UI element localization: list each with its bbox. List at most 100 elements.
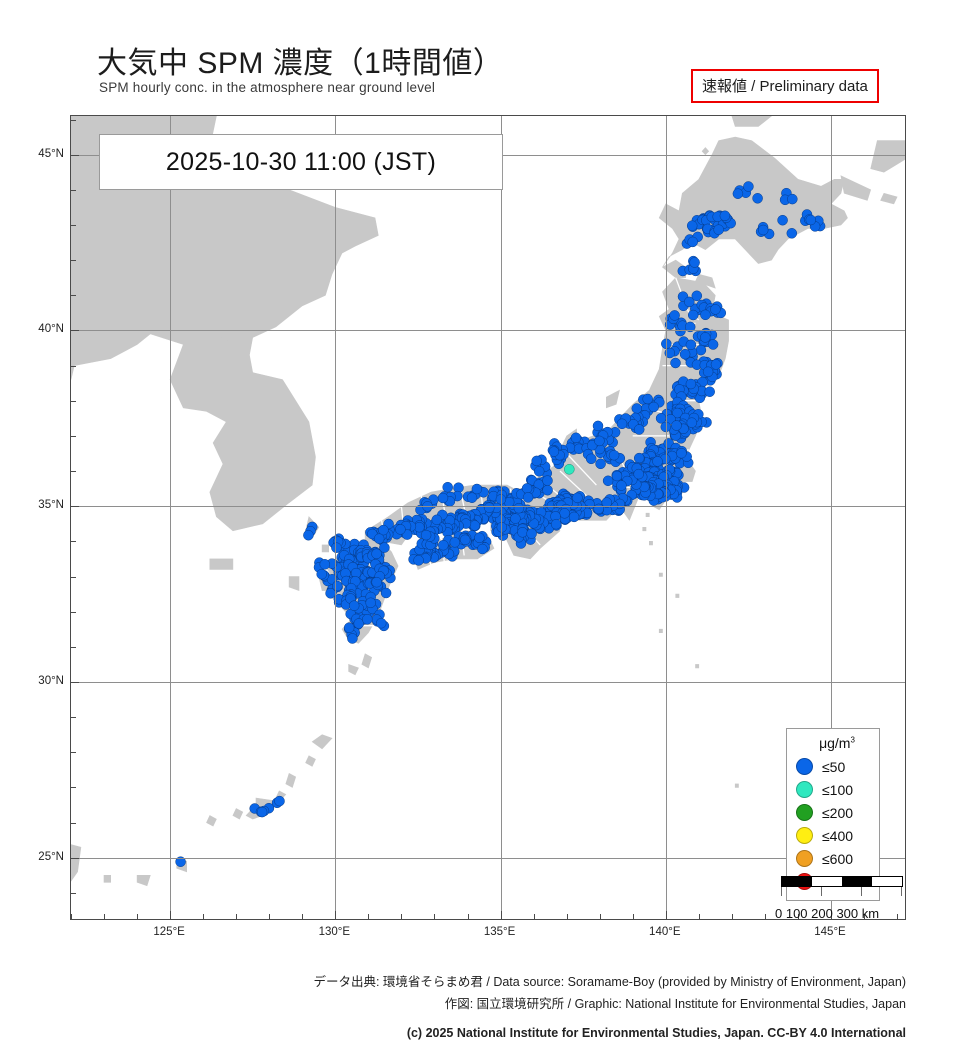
station-point[interactable]	[442, 481, 453, 493]
station-point[interactable]	[343, 622, 355, 633]
station-point[interactable]	[362, 614, 373, 625]
station-point[interactable]	[378, 524, 389, 536]
station-point[interactable]	[348, 600, 360, 611]
station-point[interactable]	[687, 236, 698, 248]
station-point[interactable]	[595, 458, 606, 470]
station-point[interactable]	[484, 502, 495, 513]
station-point[interactable]	[550, 518, 562, 530]
station-point[interactable]	[522, 492, 534, 503]
station-point[interactable]	[496, 522, 508, 533]
station-point[interactable]	[743, 181, 754, 192]
station-point[interactable]	[521, 483, 533, 494]
station-point[interactable]	[672, 407, 683, 419]
station-point[interactable]	[704, 386, 715, 397]
station-point[interactable]	[373, 533, 385, 544]
station-point[interactable]	[572, 492, 583, 504]
station-point[interactable]	[517, 527, 528, 538]
station-point[interactable]	[431, 514, 443, 526]
station-point[interactable]	[684, 296, 695, 308]
station-point[interactable]	[679, 348, 691, 360]
station-point[interactable]	[256, 806, 268, 818]
station-point[interactable]	[548, 446, 560, 457]
station-point[interactable]	[686, 220, 698, 231]
station-point[interactable]	[477, 543, 488, 555]
station-point[interactable]	[592, 420, 604, 432]
station-point[interactable]	[752, 193, 763, 204]
station-point[interactable]	[469, 520, 481, 531]
station-point[interactable]	[510, 513, 521, 524]
station-point[interactable]	[685, 378, 697, 390]
station-point[interactable]	[655, 413, 667, 424]
station-point[interactable]	[513, 502, 525, 514]
station-point[interactable]	[616, 418, 628, 430]
map-plot-area[interactable]	[70, 115, 906, 920]
station-point[interactable]	[325, 588, 336, 599]
station-point[interactable]	[732, 188, 744, 199]
station-point[interactable]	[449, 537, 461, 548]
station-point[interactable]	[395, 524, 406, 535]
station-point[interactable]	[670, 357, 681, 369]
station-point[interactable]	[379, 542, 390, 553]
station-point[interactable]	[542, 484, 553, 496]
station-point[interactable]	[175, 856, 186, 867]
station-point[interactable]	[608, 449, 620, 461]
station-point[interactable]	[710, 359, 722, 370]
station-point[interactable]	[648, 401, 659, 413]
station-point[interactable]	[437, 492, 449, 504]
station-point[interactable]	[602, 475, 614, 487]
station-point[interactable]	[669, 310, 680, 321]
station-point[interactable]	[332, 580, 343, 592]
station-point[interactable]	[710, 304, 721, 315]
station-point[interactable]	[691, 290, 703, 302]
station-point[interactable]	[533, 466, 545, 477]
station-point[interactable]	[805, 214, 817, 226]
station-point[interactable]	[633, 424, 645, 435]
station-point[interactable]	[684, 321, 696, 333]
station-point[interactable]	[459, 534, 471, 546]
station-point[interactable]	[616, 480, 627, 491]
station-point[interactable]	[594, 435, 605, 447]
station-point[interactable]	[420, 529, 432, 541]
station-point[interactable]	[671, 420, 682, 431]
station-point[interactable]	[689, 257, 700, 268]
station-point[interactable]	[438, 539, 449, 551]
station-point[interactable]	[585, 453, 597, 465]
station-point[interactable]	[303, 529, 314, 541]
station-point[interactable]	[633, 468, 644, 480]
station-point[interactable]	[531, 455, 542, 467]
station-point[interactable]	[713, 224, 724, 235]
station-point[interactable]	[316, 568, 327, 580]
station-point[interactable]	[695, 344, 707, 356]
station-point[interactable]	[700, 332, 711, 343]
station-point[interactable]	[676, 447, 687, 459]
station-point[interactable]	[633, 452, 645, 464]
station-point[interactable]	[542, 475, 553, 486]
station-point[interactable]	[700, 309, 711, 321]
station-point[interactable]	[601, 497, 613, 508]
station-point[interactable]	[757, 224, 769, 236]
station-point[interactable]	[707, 339, 719, 350]
station-point[interactable]	[570, 432, 582, 444]
station-point[interactable]	[526, 528, 537, 539]
station-point[interactable]	[353, 618, 365, 629]
station-point[interactable]	[686, 417, 698, 428]
station-point[interactable]	[365, 597, 376, 609]
station-point[interactable]	[702, 366, 714, 378]
station-point[interactable]	[786, 228, 798, 239]
station-point[interactable]	[380, 587, 392, 599]
station-point[interactable]	[719, 210, 731, 222]
station-point[interactable]	[413, 555, 424, 566]
station-point[interactable]	[685, 339, 697, 351]
station-point[interactable]	[371, 576, 382, 588]
station-point[interactable]	[777, 214, 788, 226]
station-point[interactable]	[274, 795, 285, 807]
station-point[interactable]	[474, 532, 485, 544]
station-point[interactable]	[371, 548, 382, 560]
station-point[interactable]	[664, 347, 676, 359]
station-point[interactable]	[568, 511, 580, 523]
station-point[interactable]	[652, 456, 663, 467]
station-point[interactable]	[331, 542, 342, 553]
station-point[interactable]	[347, 633, 358, 644]
station-point[interactable]	[611, 470, 623, 482]
station-point[interactable]	[687, 309, 699, 321]
